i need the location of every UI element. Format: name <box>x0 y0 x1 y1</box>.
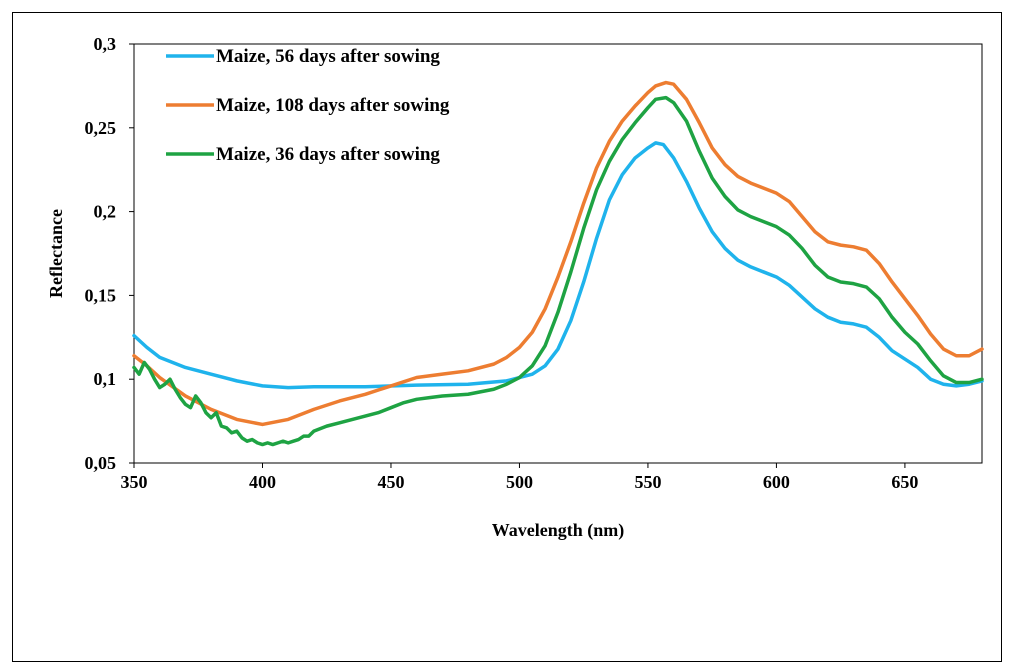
y-tick-label: 0,25 <box>85 118 117 138</box>
x-tick-label: 650 <box>891 472 918 492</box>
legend: Maize, 56 days after sowing Maize, 108 da… <box>166 46 450 165</box>
y-tick-label: 0,05 <box>85 453 117 473</box>
legend-label-3: Maize, 36 days after sowing <box>216 144 440 165</box>
y-tick-label: 0,15 <box>85 285 117 305</box>
x-tick-label: 600 <box>763 472 790 492</box>
y-tick-label: 0,3 <box>94 34 117 54</box>
x-tick-label: 400 <box>249 472 276 492</box>
x-tick-label: 350 <box>121 472 148 492</box>
axes <box>129 43 906 468</box>
series-line-1 <box>132 141 984 390</box>
y-tick-label: 0,2 <box>94 202 117 222</box>
series-lines <box>132 80 984 447</box>
x-tick-label: 550 <box>634 472 661 492</box>
y-tick-label: 0,1 <box>94 369 117 389</box>
chart-frame <box>12 12 1002 662</box>
legend-label-2: Maize, 108 days after sowing <box>216 95 450 116</box>
x-tick-label: 500 <box>506 472 533 492</box>
y-axis-title: Reflectance <box>46 209 66 298</box>
plot-area <box>133 43 983 464</box>
x-axis-title: Wavelength (nm) <box>492 520 625 541</box>
x-tick-label: 450 <box>377 472 404 492</box>
legend-label-1: Maize, 56 days after sowing <box>216 46 440 67</box>
series-line-3 <box>132 95 984 447</box>
tick-labels: 350 400 450 500 550 600 650 0,05 0,1 0,15 0,2 0,25 0… <box>85 34 919 492</box>
plot-area-border <box>133 43 983 464</box>
series-line-2 <box>132 80 984 427</box>
